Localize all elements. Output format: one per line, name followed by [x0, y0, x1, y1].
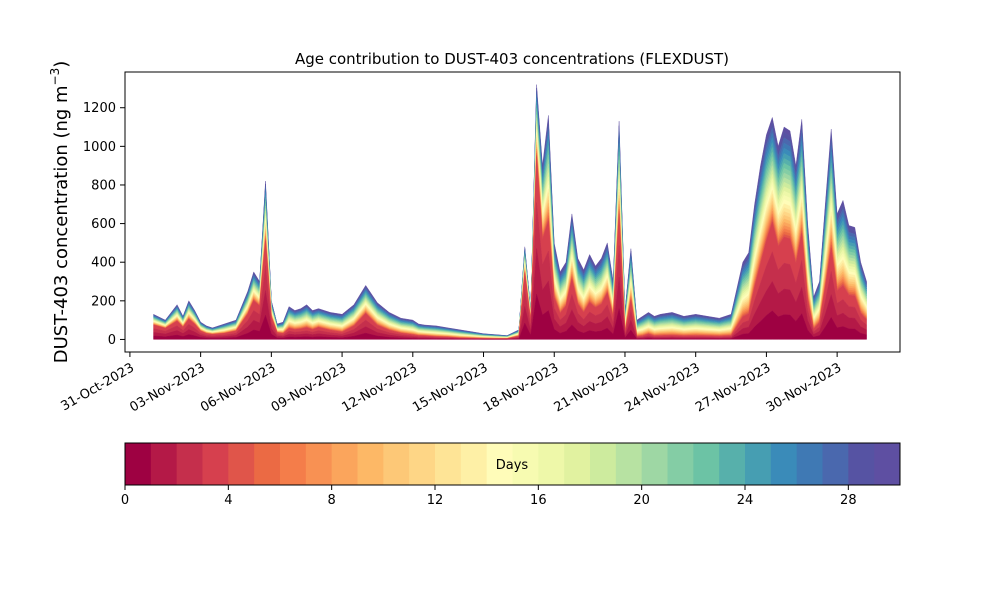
x-tick-label: 03-Nov-2023: [127, 360, 207, 415]
stacked-areas: [153, 84, 867, 340]
colorbar-tick-label: 0: [121, 493, 129, 508]
colorbar-tick-label: 28: [840, 493, 857, 508]
y-tick-label: 200: [91, 294, 116, 309]
colorbar-swatch: [667, 443, 694, 485]
colorbar-tick-label: 8: [328, 493, 336, 508]
colorbar-swatch: [228, 443, 255, 485]
colorbar-swatch: [693, 443, 720, 485]
colorbar-swatch: [512, 443, 539, 485]
x-tick-label: 21-Nov-2023: [552, 360, 632, 415]
colorbar-swatch: [796, 443, 823, 485]
colorbar-swatch: [176, 443, 203, 485]
x-tick-label: 24-Nov-2023: [622, 360, 702, 415]
colorbar-frame: [124, 442, 901, 486]
chart-title: Age contribution to DUST-403 concentrati…: [295, 50, 729, 68]
colorbar-tick-label: 20: [633, 493, 650, 508]
colorbar-tick-label: 12: [427, 493, 444, 508]
colorbar-tick-label: 4: [224, 493, 232, 508]
y-tick-label: 600: [91, 217, 116, 232]
colorbar-tick-label: 24: [737, 493, 754, 508]
colorbar-swatch: [125, 443, 152, 485]
colorbar: Days 0 4 8 12 16 20 24 28: [121, 442, 901, 508]
colorbar-swatch: [822, 443, 849, 485]
y-axis-label-close: ): [51, 61, 72, 68]
colorbar-swatch: [202, 443, 229, 485]
y-axis-label-main: DUST-403 concentration (ng m: [51, 85, 72, 363]
y-tick-label: 1200: [83, 101, 116, 116]
colorbar-swatches: [125, 443, 901, 485]
colorbar-swatch: [538, 443, 565, 485]
plot-area: 0 200 400 600 800 1000 1200 31-Oct-202303-Nov-…: [59, 71, 901, 415]
x-tick-label: 12-Nov-2023: [340, 360, 420, 415]
x-tick-label: 06-Nov-2023: [198, 360, 278, 415]
x-tick-label: 15-Nov-2023: [410, 360, 490, 415]
colorbar-swatch: [719, 443, 746, 485]
colorbar-label: Days: [496, 458, 529, 473]
y-tick-label: 1000: [83, 140, 116, 155]
colorbar-swatch: [564, 443, 591, 485]
x-tick-label: 09-Nov-2023: [269, 360, 349, 415]
y-axis: 0 200 400 600 800 1000 1200: [83, 101, 125, 348]
colorbar-swatch: [615, 443, 643, 485]
colorbar-swatch: [641, 443, 668, 485]
colorbar-swatch: [331, 443, 358, 485]
y-tick-label: 0: [108, 333, 116, 348]
y-axis-label-superscript: −3: [48, 68, 62, 86]
colorbar-tick-label: 16: [530, 493, 547, 508]
colorbar-swatch: [305, 443, 333, 485]
colorbar-swatch: [770, 443, 798, 485]
x-tick-label: 18-Nov-2023: [481, 360, 561, 415]
colorbar-swatch: [848, 443, 875, 485]
colorbar-swatch: [435, 443, 462, 485]
y-tick-label: 400: [91, 256, 116, 271]
colorbar-swatch: [590, 443, 617, 485]
y-axis-label: DUST-403 concentration (ng m−3): [48, 61, 72, 364]
colorbar-swatch: [150, 443, 178, 485]
plot-frame: [124, 71, 901, 353]
area-series-day-0: [153, 294, 867, 340]
x-tick-label: 31-Oct-2023: [59, 360, 137, 414]
x-tick-label: 30-Nov-2023: [764, 360, 844, 415]
colorbar-swatch: [460, 443, 488, 485]
colorbar-swatch: [383, 443, 410, 485]
colorbar-swatch: [874, 443, 901, 485]
colorbar-ticks: 0 4 8 12 16 20 24 28: [121, 485, 857, 508]
colorbar-swatch: [409, 443, 436, 485]
x-tick-label: 27-Nov-2023: [693, 360, 773, 415]
colorbar-swatch: [357, 443, 384, 485]
colorbar-swatch: [486, 443, 513, 485]
colorbar-swatch: [280, 443, 307, 485]
colorbar-swatch: [745, 443, 772, 485]
x-axis: 31-Oct-202303-Nov-202306-Nov-202309-Nov-…: [59, 352, 844, 415]
y-tick-label: 800: [91, 178, 116, 193]
colorbar-swatch: [254, 443, 281, 485]
